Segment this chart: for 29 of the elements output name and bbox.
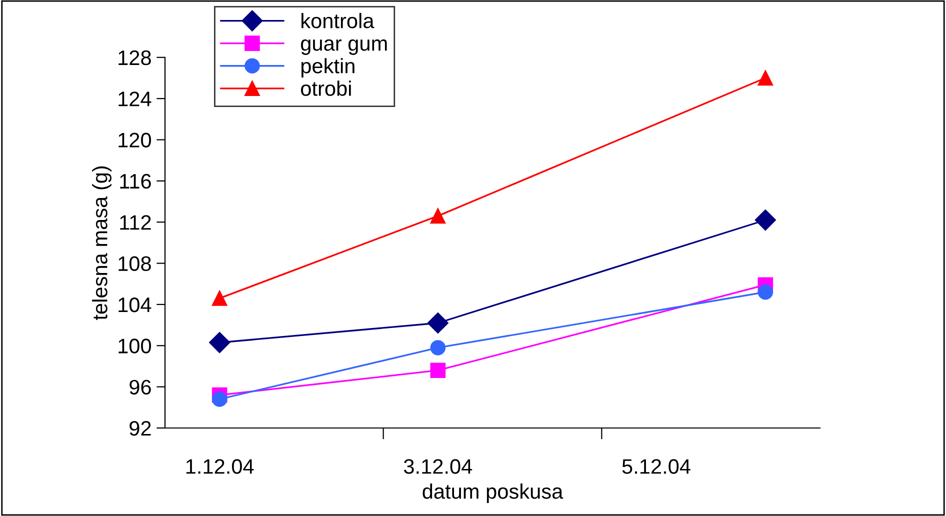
point	[430, 362, 446, 378]
point	[212, 290, 228, 306]
point	[758, 284, 774, 300]
legend-label: otrobi	[301, 80, 351, 96]
y-axis-title: telesna masa (g)	[92, 166, 112, 320]
point	[430, 208, 446, 224]
x-axis-title: datum poskusa	[422, 484, 564, 503]
point	[758, 70, 774, 86]
y-tick-label: 112	[120, 215, 151, 230]
y-tick-label: 92	[130, 421, 151, 436]
y-tick-label: 96	[130, 380, 151, 395]
point	[212, 392, 228, 407]
point	[754, 210, 776, 231]
legend-label: pektin	[301, 58, 354, 78]
y-tick-label: 108	[118, 256, 151, 272]
y-tick-label: 116	[120, 174, 151, 189]
legend-label: kontrola	[302, 12, 374, 28]
x-tick-label: 3.12.04	[404, 459, 472, 474]
y-tick-label: 124	[118, 92, 152, 106]
point	[430, 340, 446, 356]
y-tick-label: 100	[118, 338, 151, 354]
legend-label: guar gum	[301, 39, 387, 55]
point	[209, 332, 230, 354]
y-tick-label: 104	[118, 297, 152, 312]
x-tick-label: 1.12.04	[186, 459, 254, 474]
point	[427, 312, 448, 334]
y-tick-label: 120	[118, 132, 151, 148]
y-tick-label: 128	[118, 50, 151, 66]
x-tick-label: 5.12.04	[622, 459, 690, 474]
